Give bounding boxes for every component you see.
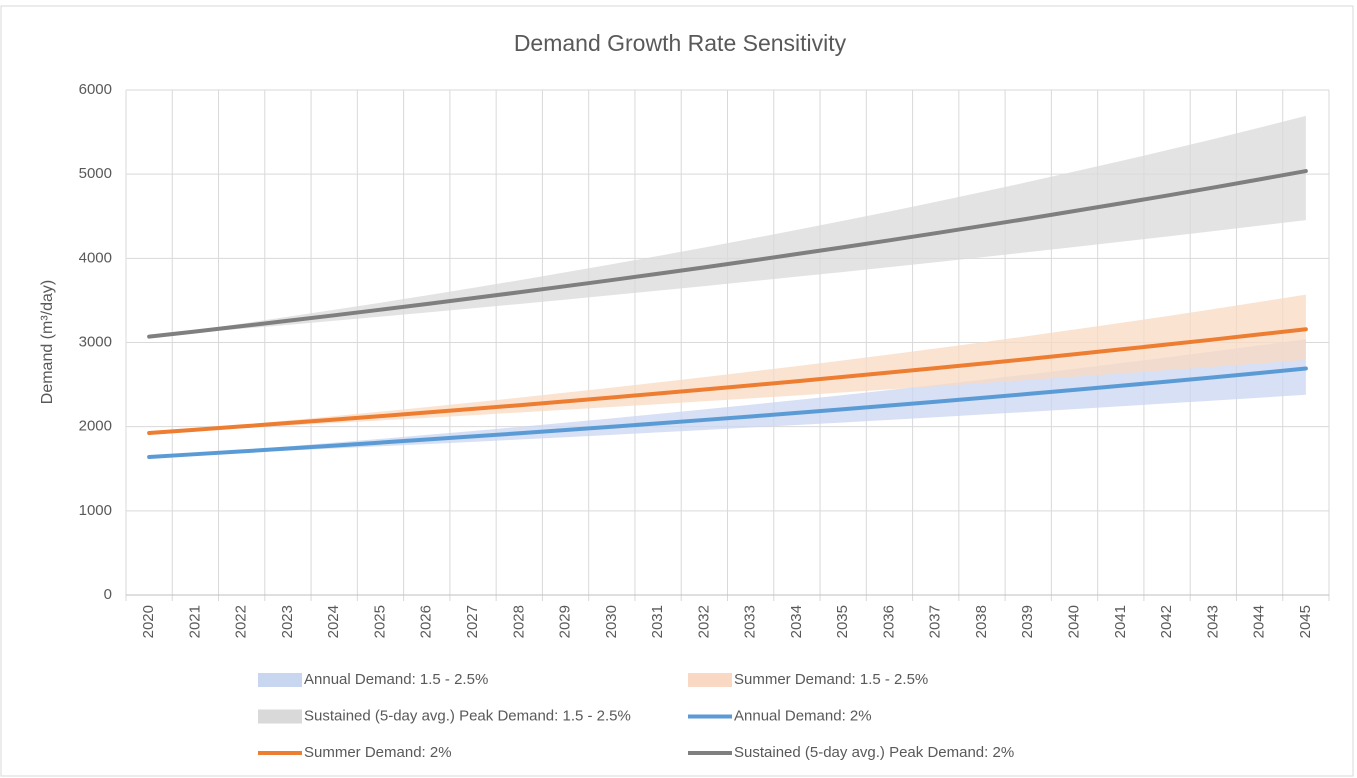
legend-swatch [258, 709, 302, 724]
band-area [149, 339, 1306, 457]
y-axis-label: Demand (m³/day) [39, 280, 56, 404]
y-tick-label: 1000 [79, 502, 112, 519]
legend-label: Summer Demand: 1.5 - 2.5% [734, 671, 928, 688]
x-tick-label: 2025 [371, 605, 388, 638]
x-tick-label: 2028 [510, 605, 527, 638]
y-tick-label: 5000 [79, 165, 112, 182]
x-tick-label: 2041 [1112, 605, 1129, 638]
legend-swatch [258, 673, 302, 687]
x-tick-label: 2027 [464, 605, 481, 638]
x-tick-label: 2022 [233, 605, 250, 638]
y-tick-label: 3000 [79, 333, 112, 350]
y-tick-label: 4000 [79, 249, 112, 266]
x-tick-label: 2037 [927, 605, 944, 638]
legend-label: Sustained (5-day avg.) Peak Demand: 1.5 … [304, 707, 631, 724]
legend-label: Summer Demand: 2% [304, 744, 452, 761]
x-tick-label: 2033 [742, 605, 759, 638]
y-tick-label: 2000 [79, 418, 112, 435]
x-tick-label: 2031 [649, 605, 666, 638]
x-tick-label: 2036 [880, 605, 897, 638]
line [147, 366, 1308, 459]
y-tick-label: 6000 [79, 81, 112, 98]
x-tick-label: 2042 [1158, 605, 1175, 638]
legend-label: Annual Demand: 2% [734, 707, 872, 724]
x-tick-label: 2029 [557, 605, 574, 638]
x-tick-label: 2026 [418, 605, 435, 638]
x-tick-label: 2035 [834, 605, 851, 638]
legend-label: Annual Demand: 1.5 - 2.5% [304, 671, 488, 688]
x-tick-label: 2040 [1065, 605, 1082, 638]
x-tick-label: 2034 [788, 605, 805, 638]
x-tick-label: 2024 [325, 605, 342, 638]
legend-label: Sustained (5-day avg.) Peak Demand: 2% [734, 744, 1014, 761]
chart-title: Demand Growth Rate Sensitivity [514, 30, 847, 56]
x-tick-label: 2021 [186, 605, 203, 638]
x-tick-label: 2044 [1251, 605, 1268, 638]
x-tick-label: 2020 [140, 605, 157, 638]
x-tick-label: 2038 [973, 605, 990, 638]
x-tick-label: 2045 [1297, 605, 1314, 638]
line [147, 327, 1308, 435]
band-area [149, 294, 1306, 433]
band-area [149, 115, 1306, 337]
x-tick-label: 2032 [695, 605, 712, 638]
x-tick-label: 2043 [1204, 605, 1221, 638]
line [147, 169, 1308, 339]
x-tick-label: 2039 [1019, 605, 1036, 638]
y-tick-label: 0 [104, 586, 112, 603]
x-tick-label: 2023 [279, 605, 296, 638]
legend-swatch [688, 673, 732, 687]
x-tick-label: 2030 [603, 605, 620, 638]
